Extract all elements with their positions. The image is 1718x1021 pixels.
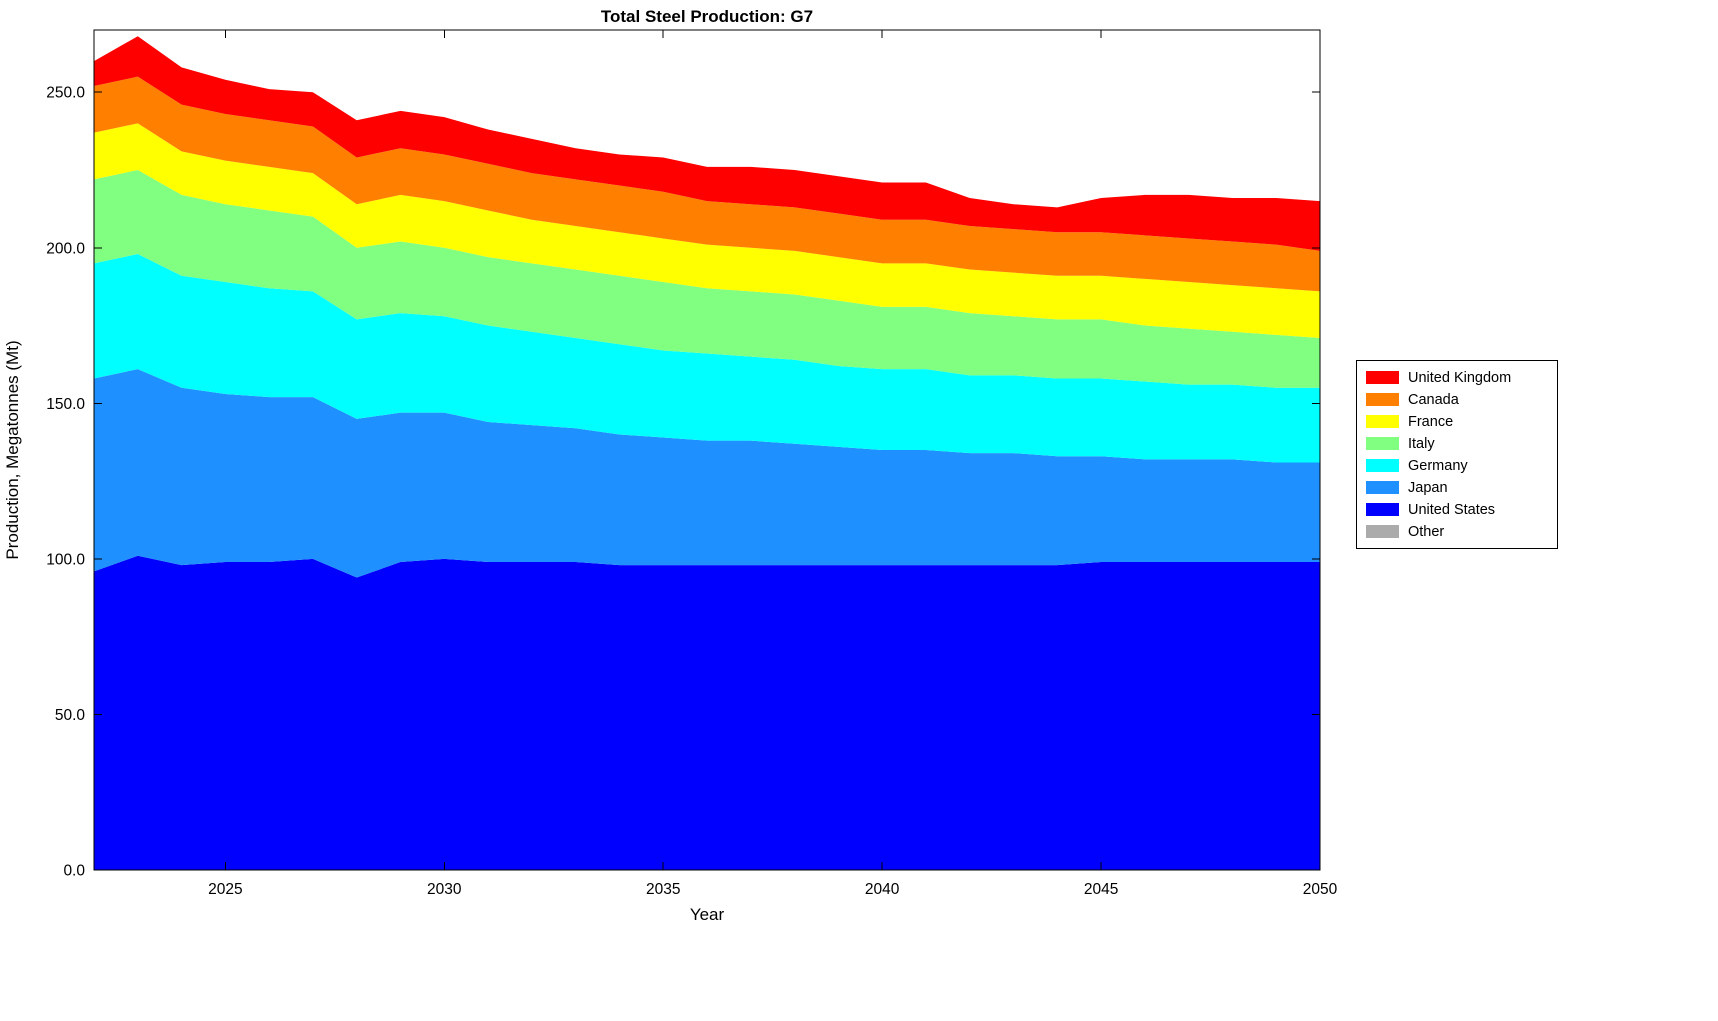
axes-frame [93, 29, 1321, 871]
legend-label: Germany [1408, 457, 1468, 474]
x-tick-label: 2045 [1084, 881, 1118, 898]
legend-swatch [1366, 459, 1399, 472]
legend-item-united-states: United States [1366, 500, 1548, 519]
area-series-united-states [94, 555, 1320, 870]
legend: United Kingdom Canada France Italy Germany Ja… [1356, 360, 1558, 549]
legend-item-italy: Italy [1366, 434, 1548, 453]
legend-swatch [1366, 371, 1399, 384]
chart-title: Total Steel Production: G7 [601, 7, 813, 26]
tick-labels: 2025 2030 2035 2040 2045 2050 0.0 50.0 100.0 150.… [46, 85, 1337, 898]
x-axis-label: Year [690, 905, 725, 924]
legend-item-germany: Germany [1366, 456, 1548, 475]
legend-label: United States [1408, 501, 1496, 518]
legend-label: United Kingdom [1408, 369, 1512, 386]
y-tick-label: 50.0 [55, 707, 86, 724]
y-tick-label: 100.0 [46, 551, 85, 568]
y-tick-label: 200.0 [46, 240, 85, 257]
x-tick-label: 2050 [1303, 881, 1338, 898]
area-series-united-kingdom [94, 36, 1320, 251]
legend-swatch [1366, 525, 1399, 538]
legend-label: Japan [1408, 479, 1448, 496]
legend-item-japan: Japan [1366, 478, 1548, 497]
y-tick-label: 150.0 [46, 396, 85, 413]
area-series-canada [94, 76, 1320, 292]
legend-swatch [1366, 503, 1399, 516]
stacked-areas [94, 36, 1320, 870]
legend-label: Canada [1408, 391, 1459, 408]
y-tick-label: 0.0 [63, 863, 85, 880]
legend-swatch [1366, 481, 1399, 494]
legend-label: Italy [1408, 435, 1435, 452]
legend-label: France [1408, 413, 1454, 430]
x-tick-label: 2025 [208, 881, 242, 898]
legend-swatch [1366, 393, 1399, 406]
area-series-france [94, 123, 1320, 338]
legend-label: Other [1408, 523, 1445, 540]
y-tick-label: 250.0 [46, 85, 85, 102]
area-series-germany [94, 254, 1320, 463]
legend-swatch [1366, 437, 1399, 450]
y-axis-label: Production, Megatonnes (Mt) [3, 340, 22, 559]
legend-item-france: France [1366, 412, 1548, 431]
axes [93, 29, 1321, 871]
legend-item-united-kingdom: United Kingdom [1366, 368, 1548, 387]
area-series-japan [94, 369, 1320, 578]
area-series-italy [94, 170, 1320, 388]
legend-item-canada: Canada [1366, 390, 1548, 409]
x-tick-label: 2040 [865, 881, 900, 898]
x-tick-label: 2035 [646, 881, 680, 898]
x-tick-label: 2030 [427, 881, 462, 898]
legend-item-other: Other [1366, 522, 1548, 541]
legend-swatch [1366, 415, 1399, 428]
